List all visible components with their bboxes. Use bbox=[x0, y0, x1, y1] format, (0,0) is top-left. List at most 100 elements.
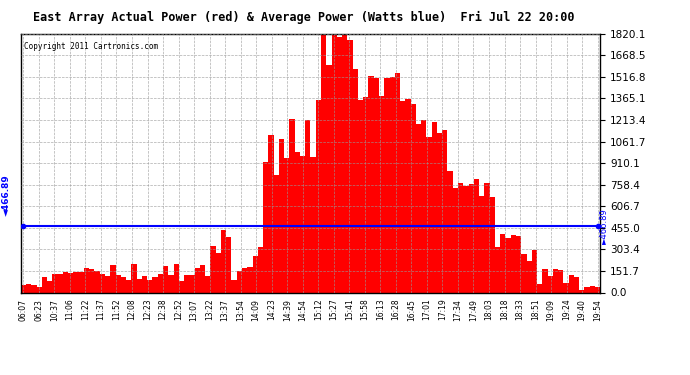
Bar bbox=[374, 78, 379, 292]
Bar bbox=[490, 197, 495, 292]
Bar bbox=[57, 274, 63, 292]
Bar bbox=[258, 246, 263, 292]
Bar bbox=[95, 270, 100, 292]
Bar bbox=[458, 183, 463, 292]
Bar bbox=[231, 280, 237, 292]
Bar bbox=[337, 36, 342, 292]
Bar bbox=[115, 275, 121, 292]
Bar bbox=[110, 264, 115, 292]
Bar bbox=[253, 256, 258, 292]
Bar bbox=[368, 76, 374, 292]
Bar bbox=[184, 275, 189, 292]
Bar bbox=[437, 133, 442, 292]
Bar bbox=[584, 287, 590, 292]
Bar bbox=[463, 186, 469, 292]
Text: Copyright 2011 Cartronics.com: Copyright 2011 Cartronics.com bbox=[23, 42, 158, 51]
Bar bbox=[247, 267, 253, 292]
Bar bbox=[484, 183, 490, 292]
Bar bbox=[558, 270, 564, 292]
Bar bbox=[569, 275, 574, 292]
Bar bbox=[321, 34, 326, 292]
Bar bbox=[453, 188, 458, 292]
Bar bbox=[221, 230, 226, 292]
Bar bbox=[263, 162, 268, 292]
Bar bbox=[353, 69, 358, 292]
Bar bbox=[21, 285, 26, 292]
Bar bbox=[506, 238, 511, 292]
Bar bbox=[384, 78, 390, 292]
Bar bbox=[42, 277, 47, 292]
Bar bbox=[537, 284, 542, 292]
Bar bbox=[526, 261, 532, 292]
Bar bbox=[100, 274, 105, 292]
Bar bbox=[63, 272, 68, 292]
Bar bbox=[379, 96, 384, 292]
Bar bbox=[542, 269, 548, 292]
Bar bbox=[237, 271, 242, 292]
Bar bbox=[448, 171, 453, 292]
Bar bbox=[189, 274, 195, 292]
Bar bbox=[316, 100, 321, 292]
Bar bbox=[200, 265, 205, 292]
Bar bbox=[495, 248, 500, 292]
Bar bbox=[89, 269, 95, 292]
Bar bbox=[152, 277, 158, 292]
Bar bbox=[131, 264, 137, 292]
Bar bbox=[411, 104, 416, 292]
Bar bbox=[595, 287, 600, 292]
Bar bbox=[305, 120, 310, 292]
Bar bbox=[564, 283, 569, 292]
Bar bbox=[342, 34, 347, 292]
Bar bbox=[532, 249, 537, 292]
Bar bbox=[226, 237, 231, 292]
Bar bbox=[168, 275, 173, 292]
Bar bbox=[432, 122, 437, 292]
Bar bbox=[73, 272, 79, 292]
Bar bbox=[163, 266, 168, 292]
Bar bbox=[52, 274, 57, 292]
Bar bbox=[31, 285, 37, 292]
Bar bbox=[268, 135, 274, 292]
Bar bbox=[426, 136, 432, 292]
Bar bbox=[68, 273, 73, 292]
Bar bbox=[590, 285, 595, 292]
Bar bbox=[274, 175, 279, 292]
Bar bbox=[205, 276, 210, 292]
Bar bbox=[137, 279, 142, 292]
Bar bbox=[147, 280, 152, 292]
Bar bbox=[358, 100, 363, 292]
Bar bbox=[553, 268, 558, 292]
Bar bbox=[347, 40, 353, 292]
Bar bbox=[179, 280, 184, 292]
Bar bbox=[84, 268, 89, 292]
Bar bbox=[195, 268, 200, 292]
Bar bbox=[173, 264, 179, 292]
Bar bbox=[479, 196, 484, 292]
Bar bbox=[216, 252, 221, 292]
Bar bbox=[284, 158, 289, 292]
Bar bbox=[210, 246, 216, 292]
Bar bbox=[363, 98, 368, 292]
Bar bbox=[511, 234, 516, 292]
Bar bbox=[332, 34, 337, 292]
Bar bbox=[579, 290, 584, 292]
Bar bbox=[300, 156, 305, 292]
Bar bbox=[405, 99, 411, 292]
Bar bbox=[158, 274, 163, 292]
Bar bbox=[548, 276, 553, 292]
Bar bbox=[395, 73, 400, 292]
Bar bbox=[442, 129, 448, 292]
Bar bbox=[500, 234, 506, 292]
Bar bbox=[516, 236, 521, 292]
Bar bbox=[126, 280, 131, 292]
Bar bbox=[242, 267, 247, 292]
Bar bbox=[47, 281, 52, 292]
Bar bbox=[79, 272, 84, 292]
Text: East Array Actual Power (red) & Average Power (Watts blue)  Fri Jul 22 20:00: East Array Actual Power (red) & Average … bbox=[33, 11, 574, 24]
Bar bbox=[421, 120, 426, 292]
Bar bbox=[279, 140, 284, 292]
Bar bbox=[416, 124, 421, 292]
Bar bbox=[26, 284, 31, 292]
Bar bbox=[142, 276, 147, 292]
Bar bbox=[289, 119, 295, 292]
